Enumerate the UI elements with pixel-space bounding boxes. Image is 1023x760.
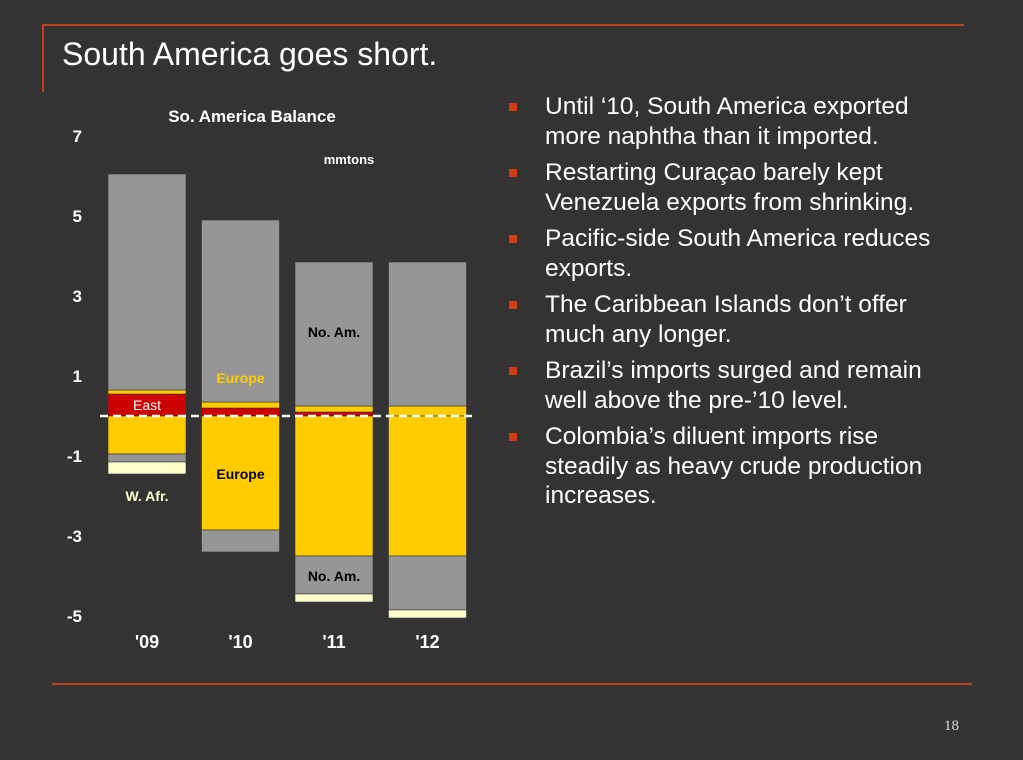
- y-tick-label: 5: [73, 207, 82, 226]
- balance-chart-svg: So. America Balance mmtons 7 5 3 1 -1 -3 -5 East W…: [67, 107, 476, 652]
- bar-segment-red: [201, 407, 280, 417]
- page-number: 18: [944, 718, 959, 734]
- bullet-square-icon: [509, 235, 517, 243]
- y-tick-label: -3: [67, 527, 82, 546]
- bottom-rule: [52, 683, 972, 685]
- bullet-text: Colombia’s diluent imports rise steadily…: [545, 423, 923, 509]
- bar-segment-grey: [388, 261, 467, 407]
- chart-unit-label: mmtons: [324, 152, 375, 167]
- bullet-text: The Caribbean Islands don’t offer much a…: [545, 291, 907, 348]
- bar-segment-grey: [107, 173, 187, 391]
- bullet-square-icon: [509, 367, 517, 375]
- x-category-label: '12: [415, 632, 439, 652]
- bar-segment-yellow: [388, 415, 467, 557]
- bullet-list: Until ‘10, South America exported more n…: [506, 92, 966, 518]
- bar-segment-grey: [388, 555, 467, 611]
- bullet-item: Restarting Curaçao barely kept Venezuela…: [506, 158, 966, 217]
- bar-segment-yellow: [294, 405, 374, 413]
- bullet-square-icon: [509, 433, 517, 441]
- bar-segment-grey: [294, 261, 374, 407]
- bar-annotation: No. Am.: [308, 324, 360, 340]
- chart-title: So. America Balance: [168, 107, 336, 126]
- bar-annotation: East: [133, 397, 161, 413]
- x-category-label: '10: [228, 632, 252, 652]
- bullet-item: Colombia’s diluent imports rise steadily…: [506, 422, 966, 511]
- bar-segment-cream: [388, 609, 467, 619]
- bar-segment-yellow: [107, 415, 187, 455]
- bar-segment-yellow: [294, 415, 374, 557]
- bullet-square-icon: [509, 103, 517, 111]
- bar-segment-yellow: [107, 389, 187, 395]
- bar-segment-grey: [201, 219, 280, 403]
- bullet-item: Pacific-side South America reduces expor…: [506, 224, 966, 283]
- bar-segment-yellow: [201, 401, 280, 409]
- bullet-item: The Caribbean Islands don’t offer much a…: [506, 290, 966, 349]
- y-tick-label: 3: [73, 287, 82, 306]
- x-category-label: '09: [135, 632, 159, 652]
- bar-annotation: No. Am.: [308, 568, 360, 584]
- bar-annotation: Europe: [216, 370, 264, 386]
- top-rule: [42, 24, 964, 26]
- bullet-text: Brazil’s imports surged and remain well …: [545, 357, 922, 414]
- bullet-item: Brazil’s imports surged and remain well …: [506, 356, 966, 415]
- balance-chart: So. America Balance mmtons 7 5 3 1 -1 -3 -5 East W…: [40, 100, 500, 660]
- y-tick-label: -5: [67, 607, 82, 626]
- bar-annotation: W. Afr.: [125, 488, 168, 504]
- x-category-label: '11: [322, 632, 345, 652]
- bullet-square-icon: [509, 301, 517, 309]
- bullet-text: Restarting Curaçao barely kept Venezuela…: [545, 159, 915, 216]
- bar-segment-grey: [107, 453, 187, 463]
- y-tick-label: 7: [73, 127, 82, 146]
- bullet-square-icon: [509, 169, 517, 177]
- bar-segment-grey: [201, 529, 280, 553]
- bullet-item: Until ‘10, South America exported more n…: [506, 92, 966, 151]
- slide-title: South America goes short.: [62, 36, 438, 72]
- bar-annotation: Europe: [216, 466, 264, 482]
- left-rule: [42, 24, 44, 92]
- bullet-text: Pacific-side South America reduces expor…: [545, 225, 931, 282]
- bar-segment-yellow: [388, 405, 467, 417]
- bullet-text: Until ‘10, South America exported more n…: [545, 93, 909, 150]
- bar-segment-cream: [294, 593, 374, 603]
- bar-segment-cream: [107, 461, 187, 475]
- y-tick-label: 1: [73, 367, 82, 386]
- y-tick-label: -1: [67, 447, 82, 466]
